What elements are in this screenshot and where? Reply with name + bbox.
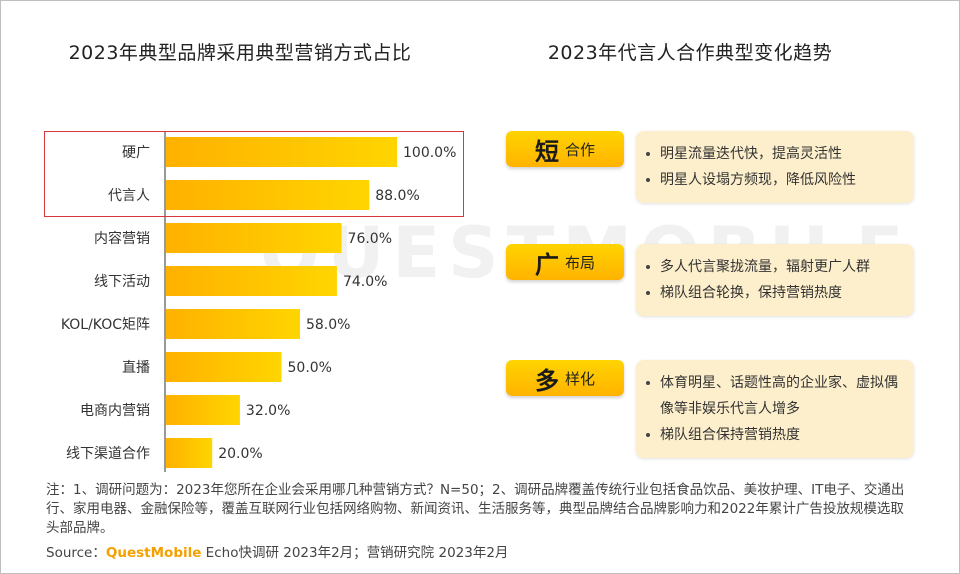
value-label: 100.0% — [403, 145, 456, 161]
trend-badge-small: 样化 — [564, 369, 595, 388]
value-label: 88.0% — [375, 188, 419, 204]
bullet-icon — [646, 178, 650, 182]
trend-badge-small: 合作 — [564, 140, 595, 159]
trend-point-text: 梯队组合轮换，保持营销热度 — [660, 285, 842, 301]
value-label: 58.0% — [306, 317, 350, 333]
bullet-icon — [646, 381, 650, 385]
trend-badge: 多样化 — [506, 360, 624, 396]
bar — [166, 180, 370, 210]
bar — [166, 438, 213, 468]
bar — [166, 395, 240, 425]
trend-point-text: 明星流量迭代快，提高灵活性 — [660, 146, 842, 162]
trend-point: 梯队组合轮换，保持营销热度 — [644, 280, 902, 306]
category-label: 电商内营销 — [80, 403, 150, 419]
value-label: 76.0% — [348, 231, 392, 247]
category-label: 线下活动 — [94, 274, 150, 290]
bar — [166, 352, 282, 382]
right-panel-title: 2023年代言人合作典型变化趋势 — [547, 42, 833, 64]
source-prefix: Source： — [46, 545, 106, 561]
left-chart-title: 2023年典型品牌采用典型营销方式占比 — [68, 42, 412, 64]
trend-badge-big: 短 — [534, 137, 559, 166]
value-label: 32.0% — [246, 403, 290, 419]
category-label: KOL/KOC矩阵 — [61, 317, 150, 333]
trend-point-text: 明星人设塌方频现，降低风险性 — [660, 172, 856, 188]
category-label: 代言人 — [108, 188, 150, 204]
trend-badge: 短合作 — [506, 131, 624, 167]
bar — [166, 223, 342, 253]
bullet-icon — [646, 152, 650, 156]
trend-badge: 广布局 — [506, 244, 624, 280]
source-brand: QuestMobile — [105, 545, 202, 561]
bar-chart: 硬广 100.0% 代言人 88.0% 内容营销 76.0% 线下活动 74.0% KOL/KO… — [61, 132, 456, 472]
source-rest: Echo快调研 2023年2月；营销研究院 2023年2月 — [201, 545, 509, 561]
bar — [166, 137, 397, 167]
source-line: Source：QuestMobile Echo快调研 2023年2月；营销研究院… — [46, 541, 508, 561]
trend-card: 明星流量迭代快，提高灵活性 明星人设塌方频现，降低风险性 — [636, 131, 914, 203]
trend-point: 体育明星、话题性高的企业家、虚拟偶像等非娱乐代言人增多 — [644, 370, 902, 422]
value-label: 20.0% — [218, 446, 262, 462]
bar — [166, 266, 337, 296]
category-label: 硬广 — [122, 145, 150, 161]
trend-point: 梯队组合保持营销热度 — [644, 422, 902, 448]
trend-point-text: 多人代言聚拢流量，辐射更广人群 — [660, 259, 870, 275]
bullet-icon — [646, 433, 650, 437]
trend-badge-small: 布局 — [564, 253, 595, 272]
value-label: 50.0% — [288, 360, 332, 376]
trend-point-text: 体育明星、话题性高的企业家、虚拟偶像等非娱乐代言人增多 — [660, 375, 898, 417]
trend-card: 体育明星、话题性高的企业家、虚拟偶像等非娱乐代言人增多梯队组合保持营销热度 — [636, 360, 914, 458]
highlight-box — [44, 131, 464, 217]
category-label: 直播 — [122, 359, 150, 376]
trend-badge-big: 多 — [534, 366, 559, 395]
trend-point-text: 梯队组合保持营销热度 — [660, 427, 800, 443]
trend-point: 明星流量迭代快，提高灵活性 — [644, 141, 902, 167]
category-label: 内容营销 — [94, 230, 150, 247]
trend-card: 多人代言聚拢流量，辐射更广人群 梯队组合轮换，保持营销热度 — [636, 244, 914, 316]
trend-point: 多人代言聚拢流量，辐射更广人群 — [644, 254, 902, 280]
category-label: 线下渠道合作 — [66, 446, 150, 462]
footnote: 注：1、调研问题为：2023年您所在企业会采用哪几种营销方式？N=50；2、调研… — [46, 482, 905, 536]
bar — [166, 309, 300, 339]
bullet-icon — [646, 265, 650, 269]
trend-badge-big: 广 — [534, 250, 559, 279]
bullet-icon — [646, 291, 650, 295]
trend-point: 明星人设塌方频现，降低风险性 — [644, 167, 902, 193]
value-label: 74.0% — [343, 274, 387, 290]
